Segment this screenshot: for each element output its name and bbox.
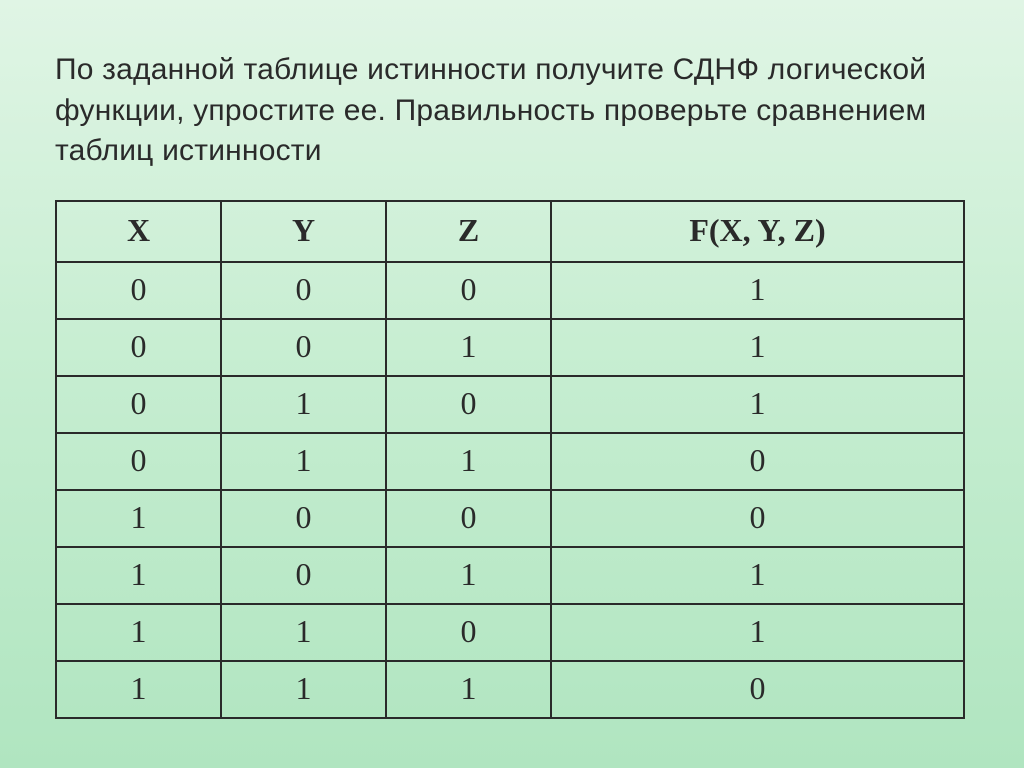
table-row: 0 0 0 1	[56, 262, 964, 319]
cell: 0	[386, 490, 551, 547]
cell: 1	[221, 661, 386, 718]
table-row: 1 1 1 0	[56, 661, 964, 718]
cell: 0	[56, 433, 221, 490]
cell: 1	[56, 661, 221, 718]
cell: 1	[551, 604, 964, 661]
cell: 0	[386, 604, 551, 661]
cell: 1	[221, 433, 386, 490]
cell: 0	[386, 376, 551, 433]
cell: 1	[551, 319, 964, 376]
cell: 0	[551, 433, 964, 490]
table-row: 1 1 0 1	[56, 604, 964, 661]
cell: 0	[221, 319, 386, 376]
table-row: 0 1 0 1	[56, 376, 964, 433]
cell: 0	[221, 490, 386, 547]
cell: 0	[551, 490, 964, 547]
col-header-x: X	[56, 201, 221, 262]
page-heading: По заданной таблице истинности получите …	[55, 50, 969, 172]
col-header-z: Z	[386, 201, 551, 262]
cell: 0	[56, 262, 221, 319]
col-header-f: F(X, Y, Z)	[551, 201, 964, 262]
cell: 0	[386, 262, 551, 319]
cell: 1	[386, 547, 551, 604]
cell: 1	[551, 262, 964, 319]
cell: 1	[56, 547, 221, 604]
cell: 1	[386, 433, 551, 490]
cell: 1	[551, 376, 964, 433]
col-header-y: Y	[221, 201, 386, 262]
table-row: 1 0 0 0	[56, 490, 964, 547]
cell: 0	[221, 547, 386, 604]
cell: 0	[221, 262, 386, 319]
cell: 1	[221, 376, 386, 433]
cell: 0	[551, 661, 964, 718]
table-row: 0 1 1 0	[56, 433, 964, 490]
cell: 1	[56, 604, 221, 661]
cell: 1	[221, 604, 386, 661]
table-row: 1 0 1 1	[56, 547, 964, 604]
cell: 1	[386, 661, 551, 718]
table-header-row: X Y Z F(X, Y, Z)	[56, 201, 964, 262]
table-row: 0 0 1 1	[56, 319, 964, 376]
cell: 0	[56, 376, 221, 433]
cell: 0	[56, 319, 221, 376]
truth-table: X Y Z F(X, Y, Z) 0 0 0 1 0 0 1 1 0 1 0 1…	[55, 200, 965, 719]
cell: 1	[56, 490, 221, 547]
cell: 1	[551, 547, 964, 604]
cell: 1	[386, 319, 551, 376]
